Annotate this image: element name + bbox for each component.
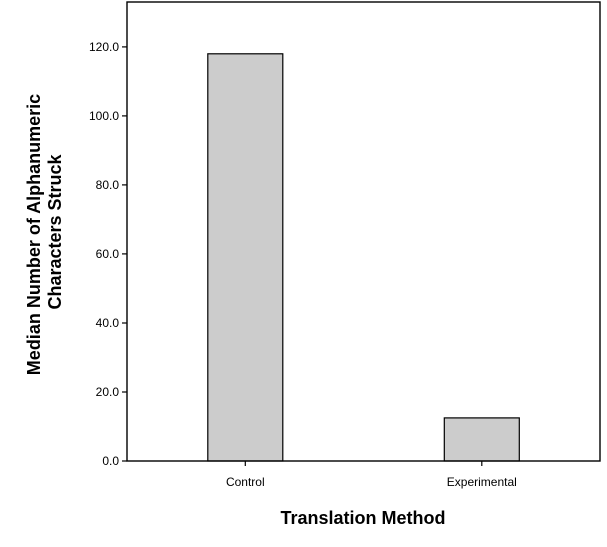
bar-control (207, 53, 284, 462)
bar-experimental (443, 417, 520, 462)
plot-frame (126, 1, 601, 462)
y-axis-title: Median Number of Alphanumeric Characters… (24, 89, 65, 375)
y-axis-ticks: 0.0 20.0 40.0 60.0 80.0 100.0 120.0 (89, 40, 127, 468)
y-axis-title-line-1: Median Number of Alphanumeric (24, 94, 44, 375)
x-tick-label-control: Control (226, 475, 265, 489)
y-axis-title-line-2: Characters Struck (45, 153, 65, 309)
bars-layer (207, 53, 520, 462)
y-tick-label-0: 0.0 (102, 454, 119, 468)
x-axis-ticks: Control Experimental (226, 461, 517, 489)
y-tick-label-100: 100.0 (89, 109, 119, 123)
y-tick-label-20: 20.0 (96, 385, 120, 399)
y-tick-label-60: 60.0 (96, 247, 120, 261)
y-tick-label-120: 120.0 (89, 40, 119, 54)
x-tick-label-experimental: Experimental (447, 475, 517, 489)
y-tick-label-80: 80.0 (96, 178, 120, 192)
y-tick-label-40: 40.0 (96, 316, 120, 330)
x-axis-title: Translation Method (280, 508, 445, 528)
